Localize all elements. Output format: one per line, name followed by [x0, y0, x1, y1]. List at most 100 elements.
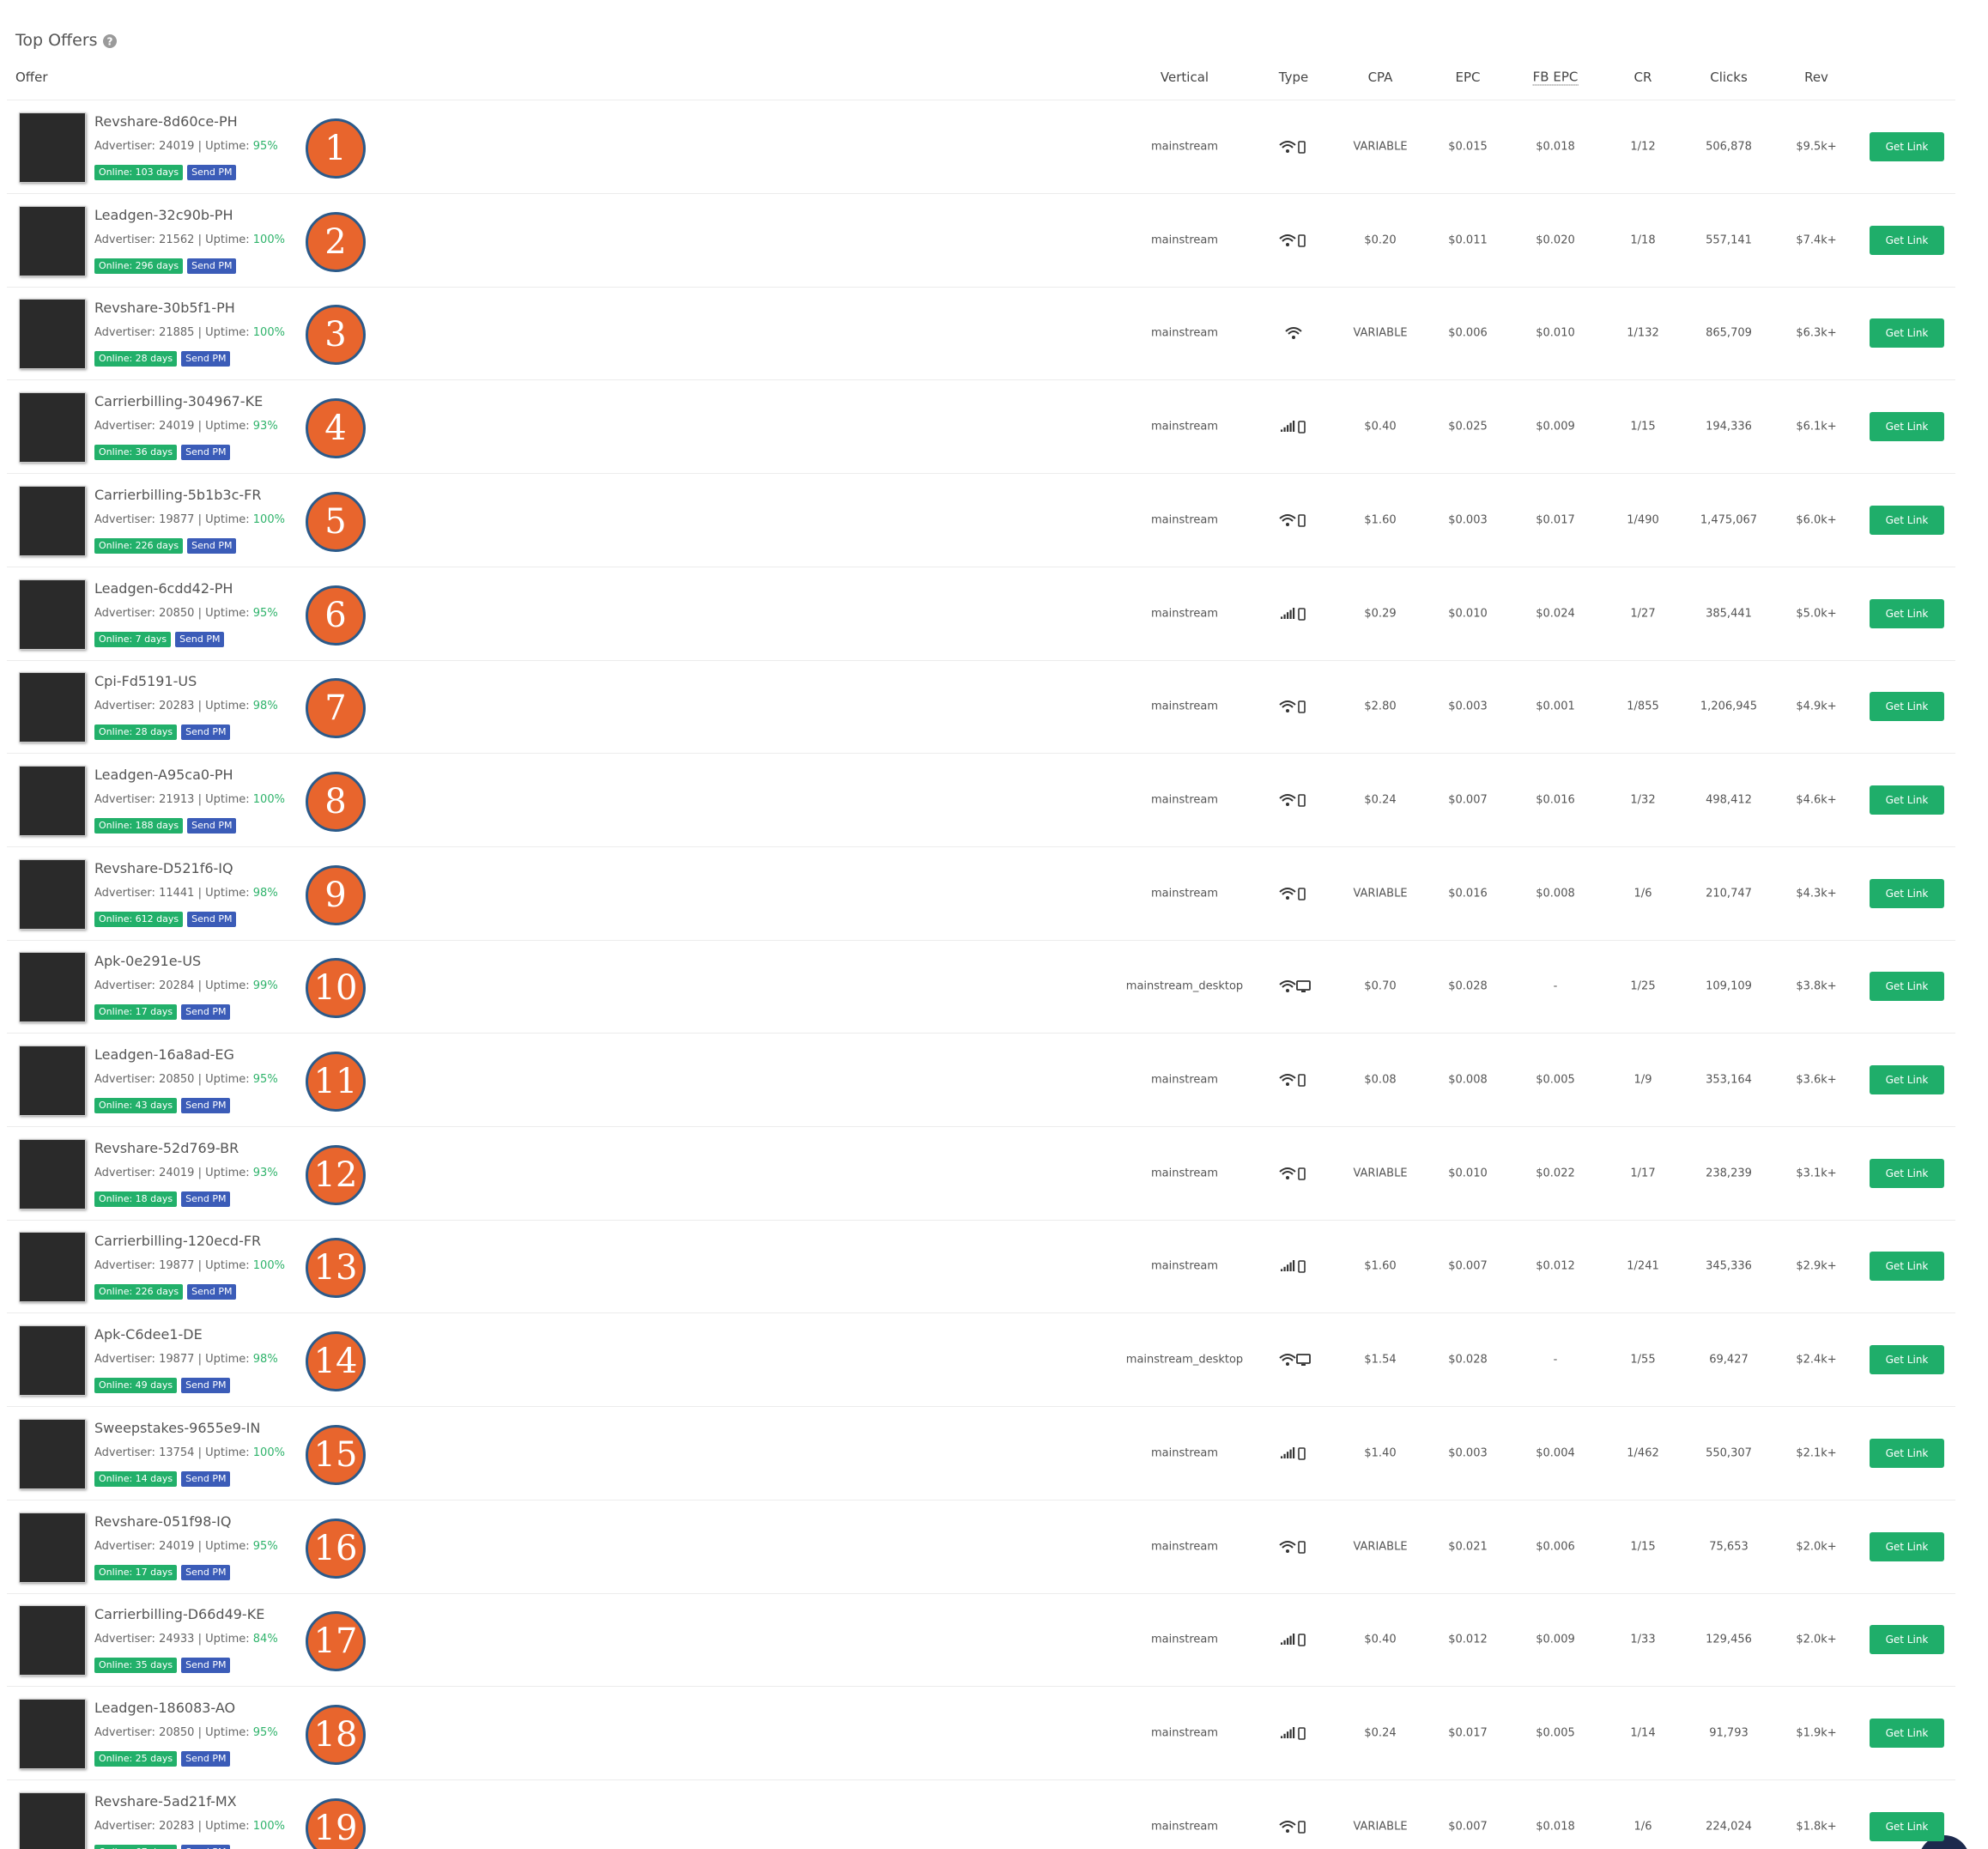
send-pm-button[interactable]: Send PM [181, 1098, 231, 1113]
cell-rev: $7.4k+ [1796, 233, 1837, 247]
uptime-label: Uptime: [205, 979, 250, 993]
offer-thumbnail [19, 205, 86, 276]
get-link-button[interactable]: Get Link [1870, 692, 1944, 722]
uptime-label: Uptime: [205, 233, 250, 246]
uptime-label: Uptime: [205, 792, 250, 806]
help-icon[interactable]: ? [102, 33, 118, 49]
send-pm-button[interactable]: Send PM [181, 1750, 231, 1767]
advertiser-label: Advertiser: [94, 1259, 155, 1273]
get-link-button[interactable]: Get Link [1870, 1438, 1944, 1468]
cell-rev: $3.8k+ [1796, 979, 1837, 993]
cell-cpa: VARIABLE [1353, 1820, 1408, 1834]
cell-epc: $0.007 [1448, 1259, 1488, 1273]
rank-badge: 11 [306, 1052, 366, 1112]
send-pm-button[interactable]: Send PM [181, 1564, 231, 1580]
get-link-button[interactable]: Get Link [1870, 225, 1944, 255]
offer-thumbnail [19, 672, 86, 743]
send-pm-button[interactable]: Send PM [181, 1191, 231, 1207]
get-link-button[interactable]: Get Link [1870, 412, 1944, 442]
type-icons [1279, 233, 1306, 247]
offer-meta: Advertiser: 24019 | Uptime: 95% [94, 140, 278, 153]
cell-cr: 1/55 [1630, 1353, 1656, 1367]
cell-fb-epc: $0.018 [1536, 140, 1575, 154]
offer-name: Carrierbilling-304967-KE [94, 393, 264, 410]
separator: | [197, 1073, 202, 1086]
row-divider [7, 846, 1955, 847]
get-link-button[interactable]: Get Link [1870, 1252, 1944, 1282]
get-link-button[interactable]: Get Link [1870, 972, 1944, 1002]
get-link-button[interactable]: Get Link [1870, 1811, 1944, 1841]
uptime-value: 98% [252, 700, 278, 713]
get-link-button[interactable]: Get Link [1870, 785, 1944, 815]
get-link-button[interactable]: Get Link [1870, 1158, 1944, 1188]
separator: | [197, 420, 202, 433]
uptime-value: 95% [252, 606, 278, 620]
send-pm-button[interactable]: Send PM [187, 165, 237, 180]
offer-name: Carrierbilling-5b1b3c-FR [94, 486, 262, 503]
get-link-button[interactable]: Get Link [1870, 318, 1944, 349]
cell-epc: $0.003 [1448, 700, 1488, 713]
cell-cr: 1/9 [1633, 1073, 1652, 1087]
send-pm-button[interactable]: Send PM [175, 631, 225, 647]
offer-meta: Advertiser: 20850 | Uptime: 95% [94, 1073, 278, 1086]
get-link-button[interactable]: Get Link [1870, 1625, 1944, 1655]
uptime-value: 100% [252, 1259, 285, 1273]
advertiser-label: Advertiser: [94, 326, 155, 340]
send-pm-button[interactable]: Send PM [181, 1844, 231, 1849]
send-pm-button[interactable]: Send PM [187, 911, 237, 927]
send-pm-button[interactable]: Send PM [181, 1004, 231, 1021]
cell-fb-epc: $0.006 [1536, 1540, 1575, 1553]
send-pm-button[interactable]: Send PM [181, 724, 231, 741]
cell-epc: $0.007 [1448, 793, 1488, 807]
cell-fb-epc: $0.008 [1536, 887, 1575, 900]
row-divider [7, 659, 1955, 661]
send-pm-button[interactable]: Send PM [181, 1658, 231, 1674]
cell-clicks: 238,239 [1706, 1167, 1752, 1180]
cell-fb-epc: $0.022 [1536, 1167, 1575, 1180]
cell-clicks: 75,653 [1709, 1540, 1749, 1553]
cell-rev: $6.1k+ [1796, 420, 1837, 433]
send-pm-button[interactable]: Send PM [187, 537, 237, 554]
cell-cpa: $0.08 [1364, 1073, 1397, 1087]
send-pm-button[interactable]: Send PM [187, 1284, 237, 1300]
separator: | [197, 792, 202, 806]
separator: | [197, 1353, 202, 1367]
advertiser-id: 20284 [159, 979, 195, 993]
get-link-button[interactable]: Get Link [1870, 1065, 1944, 1094]
get-link-button[interactable]: Get Link [1870, 505, 1944, 535]
send-pm-button[interactable]: Send PM [187, 817, 237, 834]
get-link-button[interactable]: Get Link [1870, 598, 1944, 628]
get-link-button[interactable]: Get Link [1870, 1531, 1944, 1561]
rank-badge: 12 [306, 1144, 366, 1205]
cell-epc: $0.010 [1448, 1167, 1488, 1180]
type-icons [1281, 1446, 1306, 1460]
send-pm-button[interactable]: Send PM [181, 445, 231, 461]
offer-name: Cpi-Fd5191-US [94, 673, 197, 690]
online-badge: Online: 43 days [94, 1098, 178, 1113]
rank-badge: 9 [306, 864, 366, 925]
cell-rev: $5.0k+ [1796, 607, 1837, 620]
rank-badge: 19 [306, 1797, 366, 1849]
get-link-button[interactable]: Get Link [1870, 1718, 1944, 1748]
offer-meta: Advertiser: 24019 | Uptime: 95% [94, 1540, 278, 1553]
get-link-button[interactable]: Get Link [1870, 132, 1944, 161]
row-divider [7, 1406, 1955, 1408]
row-divider [7, 1312, 1955, 1314]
get-link-button[interactable]: Get Link [1870, 878, 1944, 908]
uptime-value: 84% [252, 1633, 278, 1646]
cell-cr: 1/6 [1633, 887, 1652, 900]
separator: | [197, 1446, 202, 1459]
send-pm-button[interactable]: Send PM [181, 1378, 231, 1394]
send-pm-button[interactable]: Send PM [187, 258, 237, 274]
uptime-value: 95% [252, 140, 278, 153]
offer-meta: Advertiser: 24933 | Uptime: 84% [94, 1633, 278, 1646]
online-badge: Online: 18 days [94, 1191, 178, 1207]
send-pm-button[interactable]: Send PM [181, 1470, 231, 1487]
offer-meta: Advertiser: 21913 | Uptime: 100% [94, 793, 285, 806]
online-badge: Online: 67 days [94, 1844, 178, 1849]
cell-cpa: $0.24 [1364, 793, 1397, 807]
get-link-button[interactable]: Get Link [1870, 1345, 1944, 1375]
cell-clicks: 210,747 [1706, 887, 1752, 900]
send-pm-button[interactable]: Send PM [181, 351, 231, 367]
